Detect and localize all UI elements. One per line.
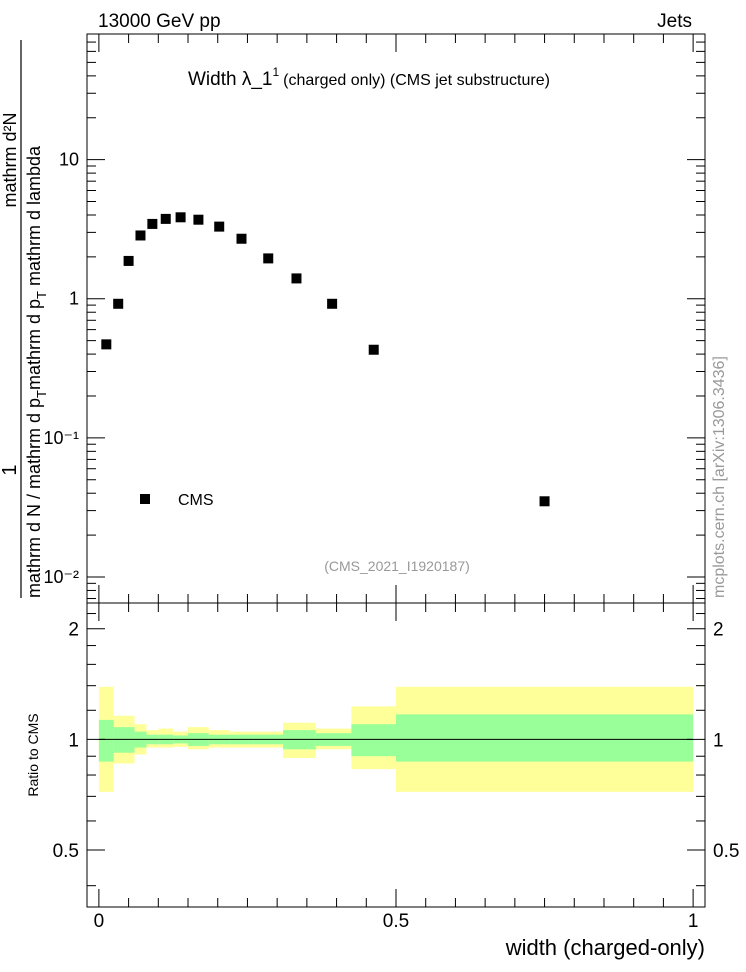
main-plot-layer: 10⁻² 10⁻¹ 1 10 [43,33,705,603]
data-point [147,218,158,229]
data-point [160,213,171,224]
header-left: 13000 GeV pp [98,11,221,32]
ratio-y-label: Ratio to CMS [25,713,41,796]
data-point [327,298,338,309]
ratio-y-tick-label-left: 0.5 [53,841,79,862]
data-point [193,214,204,225]
y-label-den-part3: mathrm d lambda [24,145,44,291]
ratio-band-inner [396,714,694,762]
y-label-den-sub2: T [34,291,49,299]
y-label-prefix-num: 1 [0,464,21,475]
ratio-y-tick-label-right: 2 [713,620,724,641]
ratio-y-tick-label-left: 2 [68,620,79,641]
main-plot-frame [86,33,706,604]
ratio-y-tick-label-left: 1 [68,730,79,751]
data-point [263,253,274,264]
plot-title-sup: 1 [272,65,279,79]
plot-title-sub: (charged only) (CMS jet substructure) [283,72,550,89]
y-label-numerator: mathrm d²N [0,112,20,207]
data-point [291,273,302,284]
x-tick-label: 1 [688,911,699,932]
ratio-y-tick-label-right: 1 [713,730,724,751]
ratio-band-inner [98,719,114,762]
y-label-den-part1: mathrm d N / mathrm d p [24,398,44,598]
analysis-watermark: (CMS_2021_I1920187) [324,558,470,574]
ratio-plot-layer: 0.5 0.5 1 1 2 2 0 0.5 1 [53,603,739,932]
y-label-den-sub1: T [34,390,49,398]
data-point [368,344,379,355]
data-point [101,339,112,350]
plot-title: Width λ_11 (charged only) (CMS jet substr… [188,65,550,90]
y-tick-label: 1 [69,289,79,309]
data-point [214,221,225,232]
side-label: mcplots.cern.ch [arXiv:1306.3436] [711,356,728,598]
header-right: Jets [657,11,692,32]
legend-marker [140,494,150,504]
x-tick-label: 0 [94,911,105,932]
ratio-y-tick-label-right: 0.5 [713,841,739,862]
data-point [539,496,550,507]
y-label-den-part2: mathrm d p [24,299,44,390]
y-tick-label: 10⁻¹ [43,428,79,448]
legend-label: CMS [178,492,214,509]
x-axis-label: width (charged-only) [505,935,705,960]
ratio-band-inner [113,727,135,753]
x-tick-label: 0.5 [383,911,409,932]
ratio-band-inner [351,724,396,757]
data-point [135,230,146,241]
y-tick-label: 10⁻² [43,567,79,587]
data-point [175,212,186,223]
y-tick-label: 10 [59,150,79,170]
y-axis-label: 1 mathrm d²N mathrm d N / mathrm d pTmat… [0,40,49,598]
y-label-denominator: mathrm d N / mathrm d pTmathrm d pT math… [24,145,49,598]
plot-title-main: Width λ_1 [188,69,272,90]
data-point [236,233,247,244]
data-point [113,298,124,309]
data-point [123,255,134,266]
legend: CMS [140,492,214,509]
